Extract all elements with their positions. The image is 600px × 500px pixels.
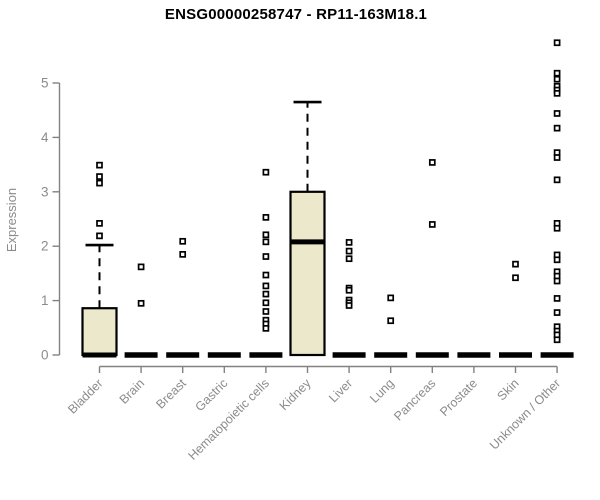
boxplot-liver <box>332 239 366 358</box>
outlier-point <box>96 220 103 227</box>
boxplot-bladder <box>81 161 118 358</box>
outlier-point <box>262 253 270 260</box>
boxplot-kidney <box>289 100 326 357</box>
boxplot-brain <box>124 263 158 358</box>
y-tick-label: 2 <box>41 239 49 254</box>
outlier-point <box>345 286 353 294</box>
boxplot-lung <box>374 294 408 358</box>
outlier-point <box>553 124 561 132</box>
outlier-point <box>262 168 270 176</box>
outlier-point <box>137 263 145 271</box>
outlier-point <box>345 302 353 309</box>
x-tick-label: Prostate <box>437 376 480 419</box>
outlier-point <box>512 274 519 282</box>
outlier-point <box>262 324 270 332</box>
outlier-point <box>553 336 561 344</box>
x-tick-label: Bladder <box>65 376 105 416</box>
outlier-point <box>553 39 561 47</box>
outlier-point <box>428 159 436 166</box>
outlier-point <box>387 294 395 302</box>
outlier-point <box>553 69 561 77</box>
outlier-point <box>179 251 187 258</box>
outlier-point <box>553 75 561 83</box>
boxplot-unknown-other <box>540 39 574 358</box>
boxplot-pancreas <box>415 159 449 358</box>
chart-title: ENSG00000258747 - RP11-163M18.1 <box>164 6 428 23</box>
outlier-point <box>553 89 561 97</box>
outlier-point <box>553 110 561 117</box>
outlier-point <box>262 308 270 315</box>
outlier-point <box>96 232 103 240</box>
outlier-point <box>96 179 103 187</box>
y-tick-label: 4 <box>41 130 49 145</box>
outlier-point <box>345 239 353 246</box>
y-tick-label: 1 <box>41 293 49 308</box>
x-tick-label: Brain <box>117 376 148 407</box>
box-rect <box>81 307 118 357</box>
outlier-point <box>553 295 561 302</box>
outlier-point <box>262 231 270 239</box>
x-tick-label: Skin <box>495 376 522 403</box>
outlier-point <box>96 173 103 180</box>
outlier-point <box>553 154 561 161</box>
outlier-point <box>262 290 270 298</box>
outlier-point <box>262 214 270 221</box>
x-tick-label: Pancreas <box>391 376 438 423</box>
outlier-point <box>345 255 353 263</box>
y-axis: 0 1 2 3 4 5 <box>41 76 61 363</box>
x-tick-label: Liver <box>326 376 355 405</box>
outlier-point <box>179 237 187 245</box>
outlier-point <box>137 299 145 307</box>
boxplot-skin <box>499 260 532 358</box>
outlier-point <box>262 282 270 290</box>
outlier-point <box>553 176 561 184</box>
x-tick-label: Gastric <box>193 376 231 414</box>
outlier-point <box>553 256 561 264</box>
outlier-point <box>345 247 353 255</box>
y-tick-label: 3 <box>41 184 49 199</box>
y-tick-label: 0 <box>41 348 49 363</box>
outlier-point <box>553 224 561 232</box>
outlier-point <box>512 260 519 268</box>
outlier-point <box>428 221 436 228</box>
boxplot-hematopoietic-cells <box>249 168 283 358</box>
x-tick-label: Breast <box>153 376 189 412</box>
outlier-point <box>96 161 103 169</box>
outlier-point <box>262 271 270 279</box>
x-tick-label: Unknown / Other <box>487 376 563 452</box>
outlier-point <box>387 317 395 325</box>
box-rect <box>289 190 326 357</box>
outlier-point <box>262 238 270 246</box>
outlier-point <box>262 299 270 307</box>
outlier-point <box>553 277 561 285</box>
y-tick-label: 5 <box>41 76 49 91</box>
outlier-point <box>553 309 561 316</box>
x-tick-label: Lung <box>367 376 397 406</box>
x-tick-label: Hematopoietic cells <box>185 376 272 463</box>
x-tick-label: Kidney <box>277 376 314 413</box>
boxplot-breast <box>166 237 200 358</box>
